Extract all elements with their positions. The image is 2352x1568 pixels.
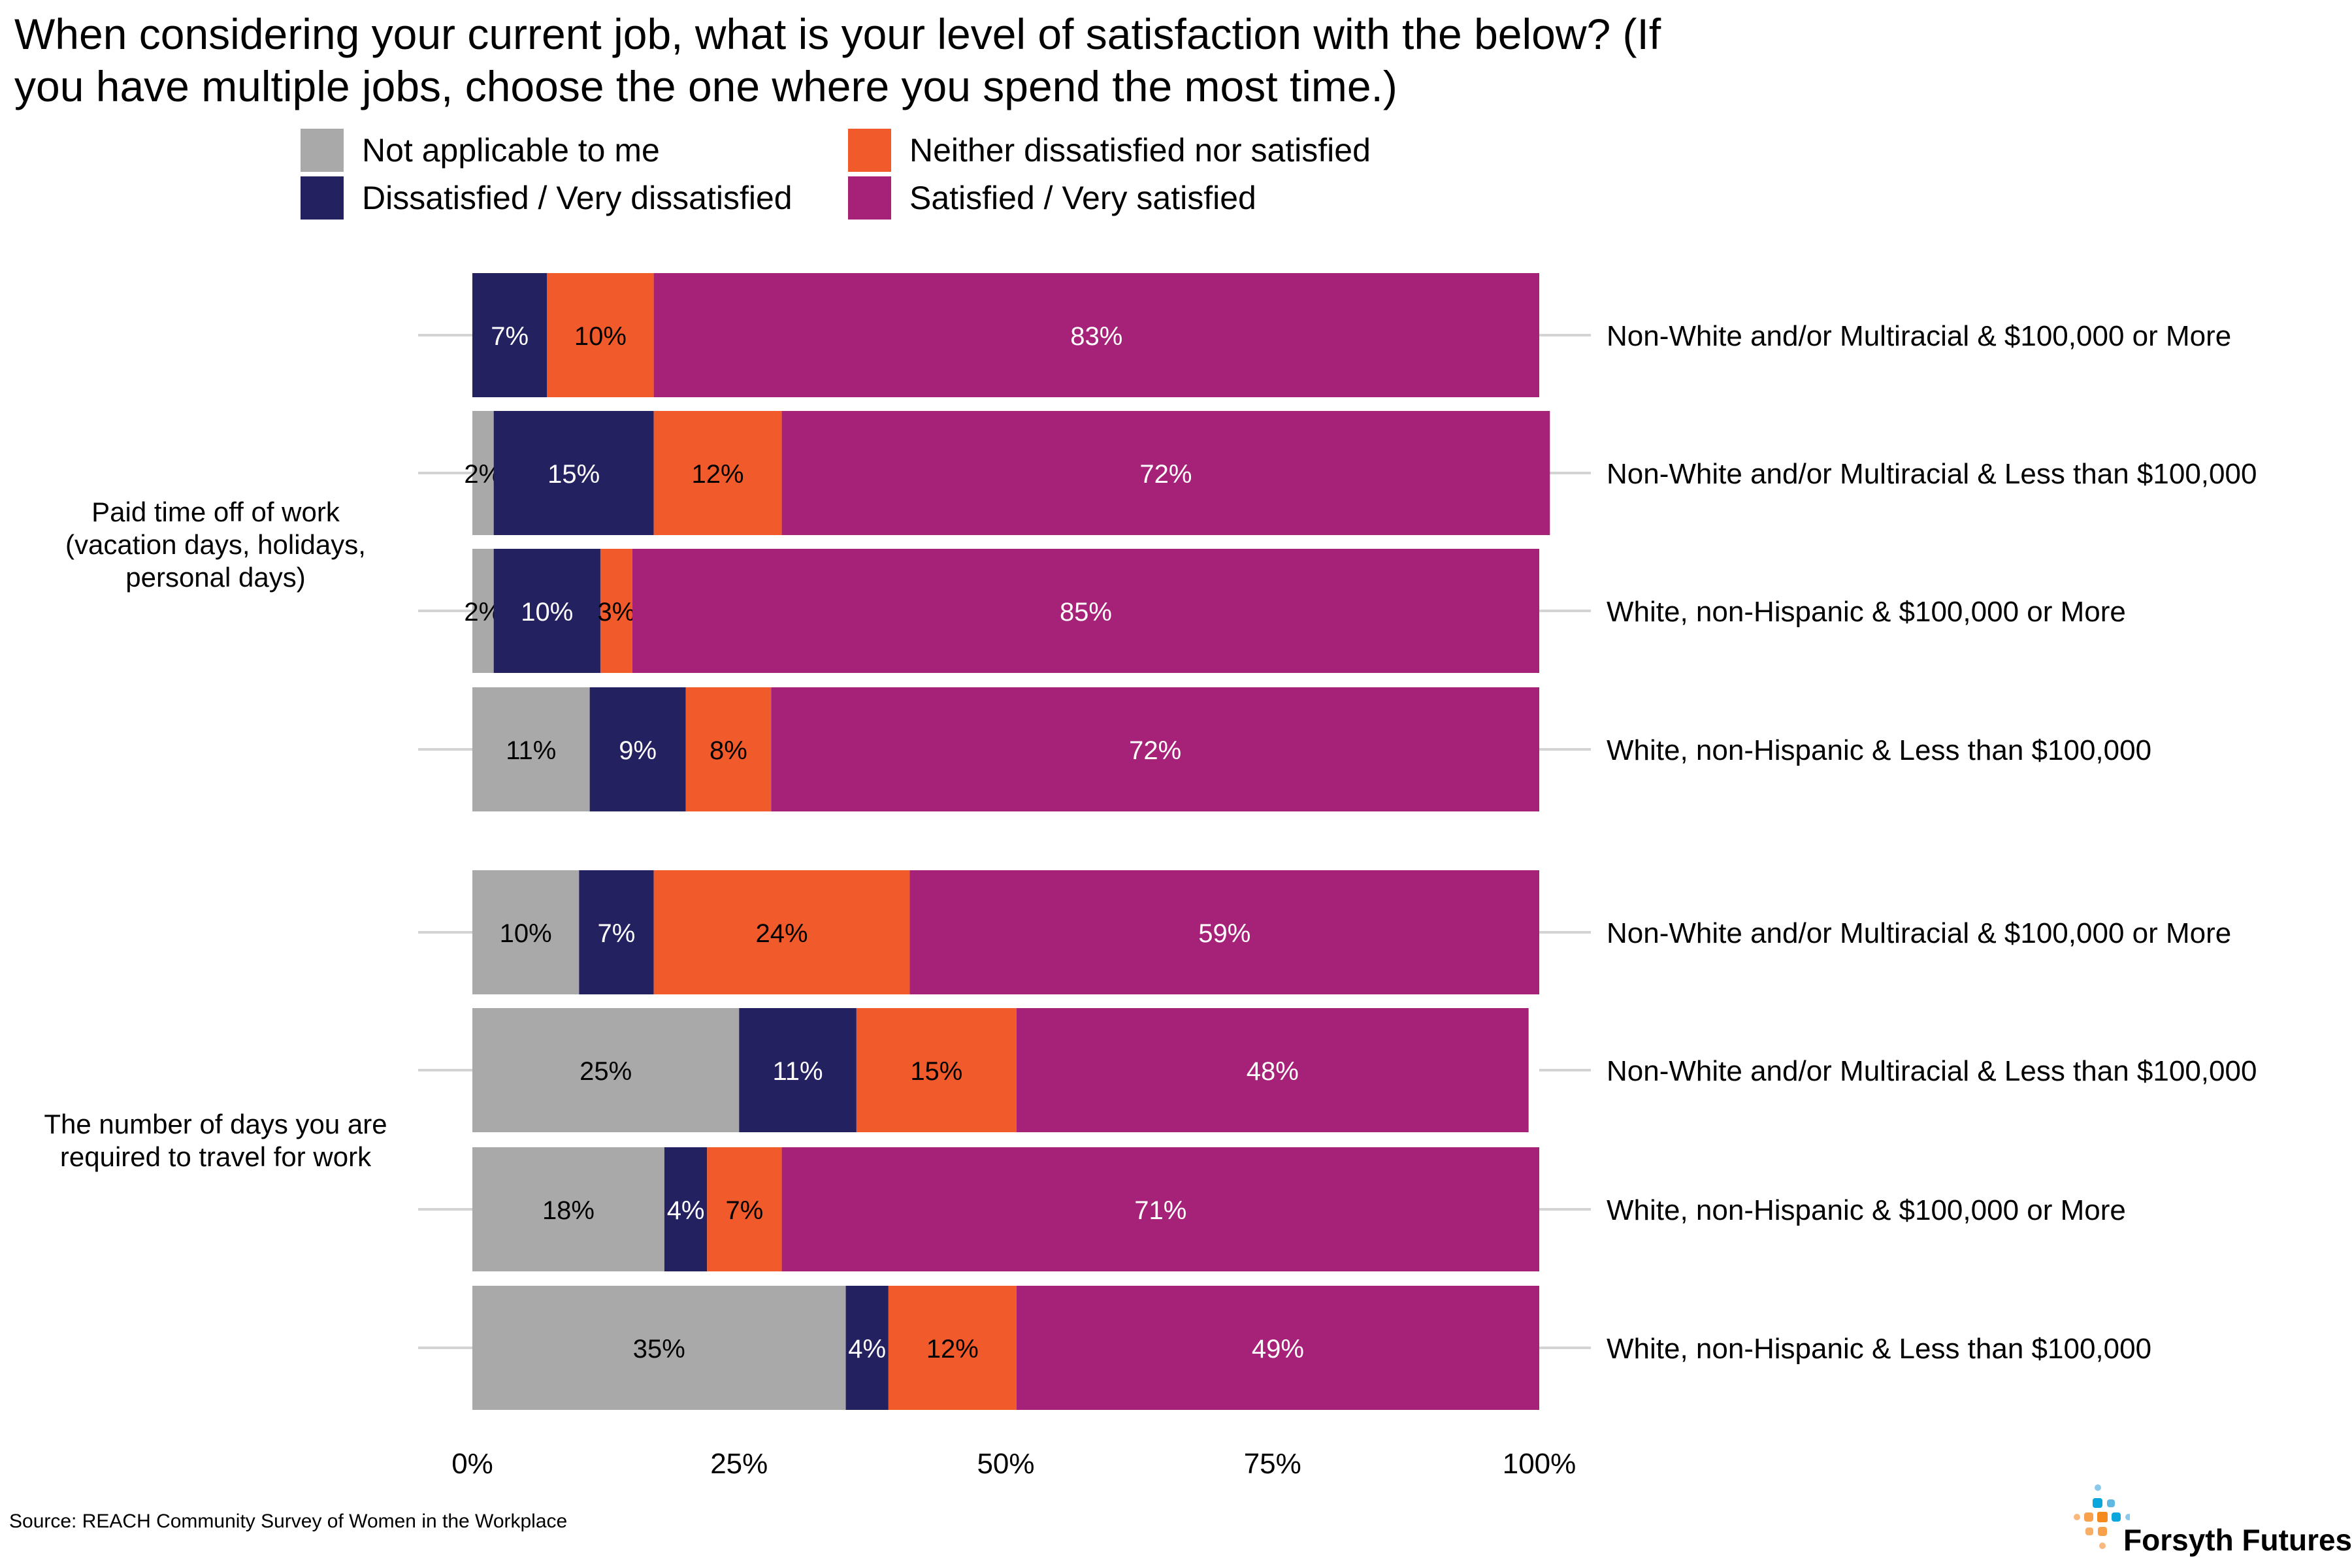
bar-segment (685, 687, 772, 811)
bar-segment (472, 411, 494, 535)
data-label: 24% (756, 919, 808, 948)
bar-segment (856, 1008, 1017, 1132)
legend-label-satisfied: Satisfied / Very satisfied (909, 180, 1256, 216)
data-label: 8% (710, 736, 747, 765)
bar-segment (493, 411, 654, 535)
bar-segment (472, 549, 494, 673)
data-label: 15% (547, 460, 600, 489)
legend-swatch-not-applicable (301, 129, 344, 172)
legend-item-dissatisfied: Dissatisfied / Very dissatisfied (301, 176, 792, 220)
bar-segment (1016, 1008, 1529, 1132)
bar-segment (472, 1008, 740, 1132)
bar-segment (600, 549, 632, 673)
bar-segment (589, 687, 686, 811)
bar-segment (493, 549, 600, 673)
data-label: 12% (692, 460, 744, 489)
category-label: Non-White and/or Multiracial & Less than… (1607, 1055, 2257, 1087)
group-label: Paid time off of work (91, 497, 340, 527)
data-label: 59% (1198, 919, 1250, 948)
x-tick-label: 100% (1503, 1448, 1576, 1480)
x-tick-label: 75% (1244, 1448, 1301, 1480)
data-label: 72% (1139, 460, 1192, 489)
data-label: 71% (1134, 1196, 1186, 1225)
category-label: White, non-Hispanic & Less than $100,000 (1607, 734, 2151, 766)
legend-item-not-applicable: Not applicable to me (301, 129, 660, 172)
legend-label-dissatisfied: Dissatisfied / Very dissatisfied (362, 180, 792, 216)
bar-segment (472, 1286, 846, 1410)
data-label: 25% (580, 1057, 632, 1086)
bar-segment (1016, 1286, 1539, 1410)
data-label: 10% (521, 598, 573, 627)
chart-title-line-2: you have multiple jobs, choose the one w… (14, 62, 1397, 110)
bar-segment (653, 273, 1539, 397)
bar-segment (472, 870, 580, 994)
data-label: 4% (848, 1335, 886, 1364)
group-label: personal days) (125, 562, 305, 593)
bar-segment (547, 273, 654, 397)
bar-segment (653, 870, 910, 994)
bar-segment (771, 687, 1539, 811)
x-tick-label: 25% (710, 1448, 768, 1480)
legend-label-neither: Neither dissatisfied nor satisfied (909, 132, 1371, 169)
data-label: 4% (667, 1196, 705, 1225)
group-label: required to travel for work (60, 1141, 372, 1172)
data-label: 9% (619, 736, 657, 765)
data-label: 11% (773, 1057, 823, 1086)
data-label: 10% (574, 322, 627, 351)
data-label: 7% (598, 919, 636, 948)
group-label: (vacation days, holidays, (65, 529, 366, 560)
bar-segment (739, 1008, 857, 1132)
bar-segment (888, 1286, 1017, 1410)
bar-segment (664, 1147, 708, 1271)
bar-segment (707, 1147, 782, 1271)
data-label: 83% (1070, 322, 1122, 351)
data-label: 49% (1252, 1335, 1304, 1364)
group-label: The number of days you are (44, 1109, 387, 1139)
data-label: 11% (506, 736, 556, 765)
legend-swatch-dissatisfied (301, 176, 344, 220)
data-label: 48% (1247, 1057, 1299, 1086)
data-label: 72% (1129, 736, 1181, 765)
source-note: Source: REACH Community Survey of Women … (9, 1511, 568, 1532)
bar-segment (579, 870, 654, 994)
category-label: Non-White and/or Multiracial & $100,000 … (1607, 320, 2231, 352)
chart-title-line-1: When considering your current job, what … (14, 10, 1661, 58)
data-label: 18% (542, 1196, 595, 1225)
data-label: 15% (910, 1057, 962, 1086)
data-label: 7% (726, 1196, 764, 1225)
category-label: White, non-Hispanic & Less than $100,000 (1607, 1333, 2151, 1365)
bar-segment (653, 411, 782, 535)
data-label: 3% (598, 598, 636, 627)
bar-segment (909, 870, 1539, 994)
bar-segment (781, 1147, 1539, 1271)
bar-segment (632, 549, 1540, 673)
data-label: 10% (500, 919, 552, 948)
category-label: Non-White and/or Multiracial & Less than… (1607, 458, 2257, 490)
legend-swatch-satisfied (848, 176, 891, 220)
legend-label-not-applicable: Not applicable to me (362, 132, 660, 169)
x-tick-label: 0% (451, 1448, 493, 1480)
logo-text: Forsyth Futures (2123, 1523, 2352, 1557)
bar-segment (781, 411, 1550, 535)
legend-item-neither: Neither dissatisfied nor satisfied (848, 129, 1371, 172)
data-label: 35% (633, 1335, 685, 1364)
chart-title: When considering your current job, what … (14, 8, 1974, 112)
bar-segment (845, 1286, 889, 1410)
legend-swatch-neither (848, 129, 891, 172)
category-label: Non-White and/or Multiracial & $100,000 … (1607, 917, 2231, 949)
forsyth-futures-logo-icon (2074, 1484, 2130, 1549)
legend-item-satisfied: Satisfied / Very satisfied (848, 176, 1256, 220)
data-label: 7% (491, 322, 529, 351)
bar-segment (472, 687, 590, 811)
category-label: White, non-Hispanic & $100,000 or More (1607, 1194, 2126, 1226)
category-label: White, non-Hispanic & $100,000 or More (1607, 596, 2126, 628)
x-tick-label: 50% (977, 1448, 1034, 1480)
data-label: 85% (1060, 598, 1112, 627)
bar-segment (472, 1147, 664, 1271)
data-label: 12% (926, 1335, 979, 1364)
bar-segment (472, 273, 547, 397)
